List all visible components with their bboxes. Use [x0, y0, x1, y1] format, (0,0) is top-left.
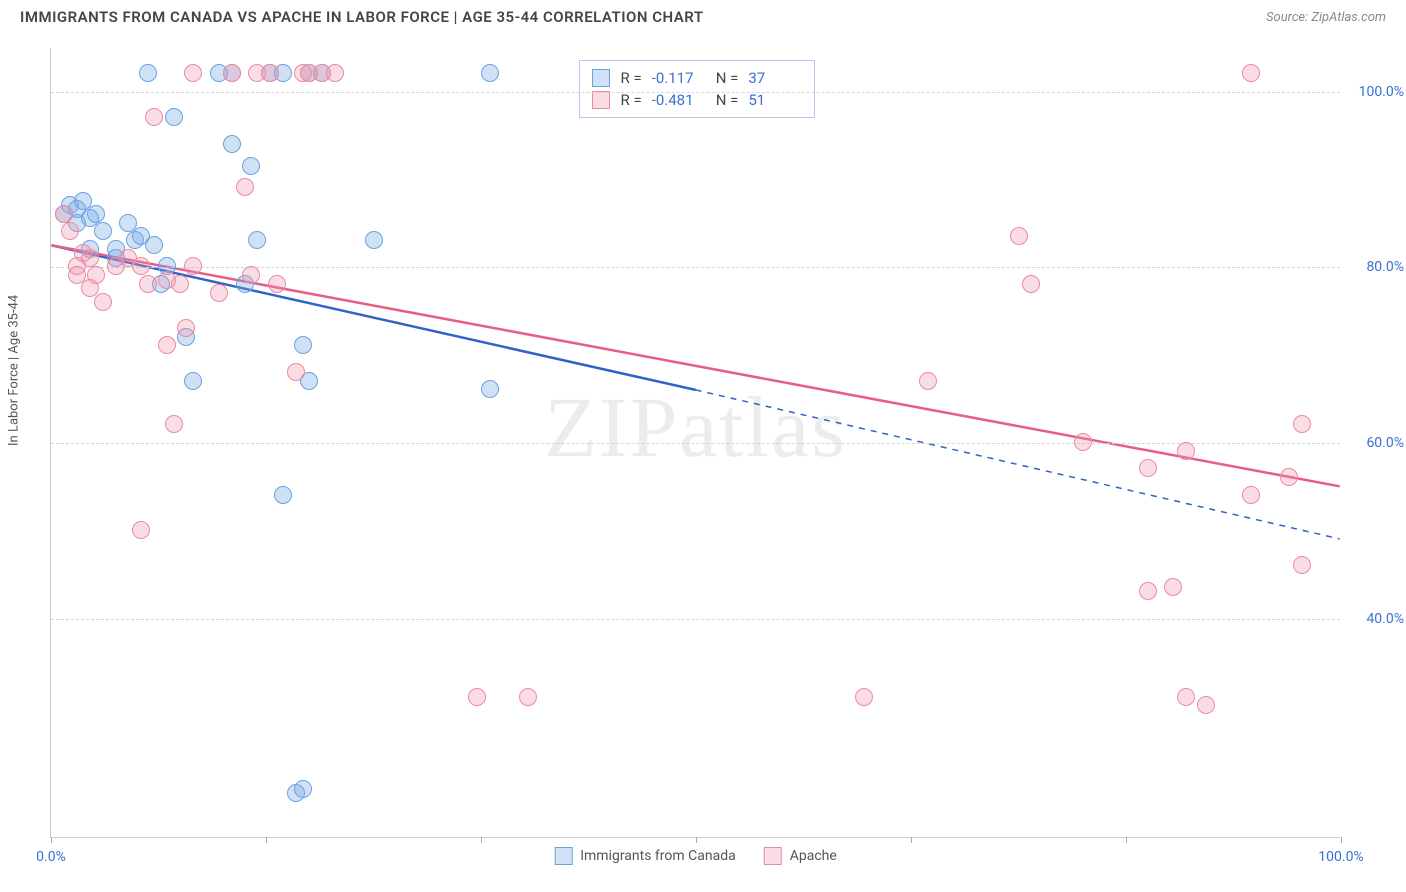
legend-label: Immigrants from Canada: [580, 848, 736, 864]
watermark: ZIPatlas: [544, 377, 847, 477]
data-point: [184, 372, 202, 390]
y-tick-label: 40.0%: [1366, 611, 1404, 627]
data-point: [236, 178, 254, 196]
x-tick-label: 0.0%: [36, 849, 66, 865]
data-point: [1293, 556, 1311, 574]
x-tick-label: 100.0%: [1318, 849, 1363, 865]
data-point: [261, 64, 279, 82]
legend-swatch: [592, 91, 610, 109]
data-point: [1139, 582, 1157, 600]
data-point: [145, 108, 163, 126]
data-point: [132, 521, 150, 539]
legend-n-label: N =: [716, 69, 739, 87]
data-point: [1242, 486, 1260, 504]
gridline: [51, 92, 1340, 93]
y-tick-label: 80.0%: [1366, 259, 1404, 275]
data-point: [519, 688, 537, 706]
data-point: [294, 780, 312, 798]
data-point: [287, 363, 305, 381]
data-point: [165, 108, 183, 126]
legend-n-value: 37: [748, 69, 802, 87]
data-point: [326, 64, 344, 82]
data-point: [1280, 468, 1298, 486]
data-point: [87, 205, 105, 223]
data-point: [242, 266, 260, 284]
correlation-legend: R = -0.117 N = 37 R = -0.481 N = 51: [579, 60, 815, 118]
gridline: [51, 619, 1340, 620]
data-point: [365, 231, 383, 249]
legend-row: R = -0.117 N = 37: [592, 67, 802, 89]
legend-r-label: R =: [620, 69, 641, 87]
data-point: [855, 688, 873, 706]
data-point: [81, 249, 99, 267]
data-point: [1242, 64, 1260, 82]
legend-r-label: R =: [620, 91, 641, 109]
data-point: [268, 275, 286, 293]
data-point: [481, 64, 499, 82]
data-point: [1164, 578, 1182, 596]
data-point: [468, 688, 486, 706]
legend-swatch: [764, 847, 782, 865]
data-point: [210, 284, 228, 302]
data-point: [184, 64, 202, 82]
data-point: [274, 486, 292, 504]
y-tick-label: 100.0%: [1359, 84, 1404, 100]
x-tick: [481, 837, 482, 843]
x-tick: [911, 837, 912, 843]
x-tick: [1126, 837, 1127, 843]
scatter-chart: ZIPatlas R =-0.117N =37R =-0.481N =51 Im…: [50, 48, 1340, 838]
legend-r-value: -0.117: [652, 69, 706, 87]
x-tick: [696, 837, 697, 843]
data-point: [1293, 415, 1311, 433]
data-point: [145, 236, 163, 254]
data-point: [87, 266, 105, 284]
data-point: [1139, 459, 1157, 477]
data-point: [171, 275, 189, 293]
legend-n-value: 51: [748, 91, 802, 109]
data-point: [177, 319, 195, 337]
y-tick-label: 60.0%: [1366, 435, 1404, 451]
data-point: [242, 157, 260, 175]
legend-item: Apache: [764, 847, 837, 865]
data-point: [158, 336, 176, 354]
data-point: [139, 64, 157, 82]
x-tick: [266, 837, 267, 843]
legend-item: Immigrants from Canada: [554, 847, 736, 865]
data-point: [61, 222, 79, 240]
data-point: [94, 293, 112, 311]
source-label: Source: ZipAtlas.com: [1266, 10, 1386, 25]
data-point: [919, 372, 937, 390]
gridline: [51, 443, 1340, 444]
chart-title: IMMIGRANTS FROM CANADA VS APACHE IN LABO…: [20, 8, 704, 26]
x-tick: [51, 837, 52, 843]
data-point: [165, 415, 183, 433]
data-point: [1177, 442, 1195, 460]
legend-r-value: -0.481: [652, 91, 706, 109]
series-legend: Immigrants from Canada Apache: [554, 847, 837, 865]
data-point: [132, 257, 150, 275]
legend-swatch: [592, 69, 610, 87]
data-point: [481, 380, 499, 398]
data-point: [1074, 433, 1092, 451]
data-point: [1022, 275, 1040, 293]
data-point: [223, 64, 241, 82]
data-point: [1197, 696, 1215, 714]
data-point: [1177, 688, 1195, 706]
data-point: [139, 275, 157, 293]
data-point: [55, 205, 73, 223]
data-point: [248, 231, 266, 249]
legend-n-label: N =: [716, 91, 739, 109]
data-point: [1010, 227, 1028, 245]
data-point: [223, 135, 241, 153]
legend-swatch: [554, 847, 572, 865]
data-point: [94, 222, 112, 240]
x-tick: [1341, 837, 1342, 843]
data-point: [184, 257, 202, 275]
y-axis-title: In Labor Force | Age 35-44: [7, 295, 22, 446]
legend-label: Apache: [790, 848, 837, 864]
data-point: [294, 336, 312, 354]
